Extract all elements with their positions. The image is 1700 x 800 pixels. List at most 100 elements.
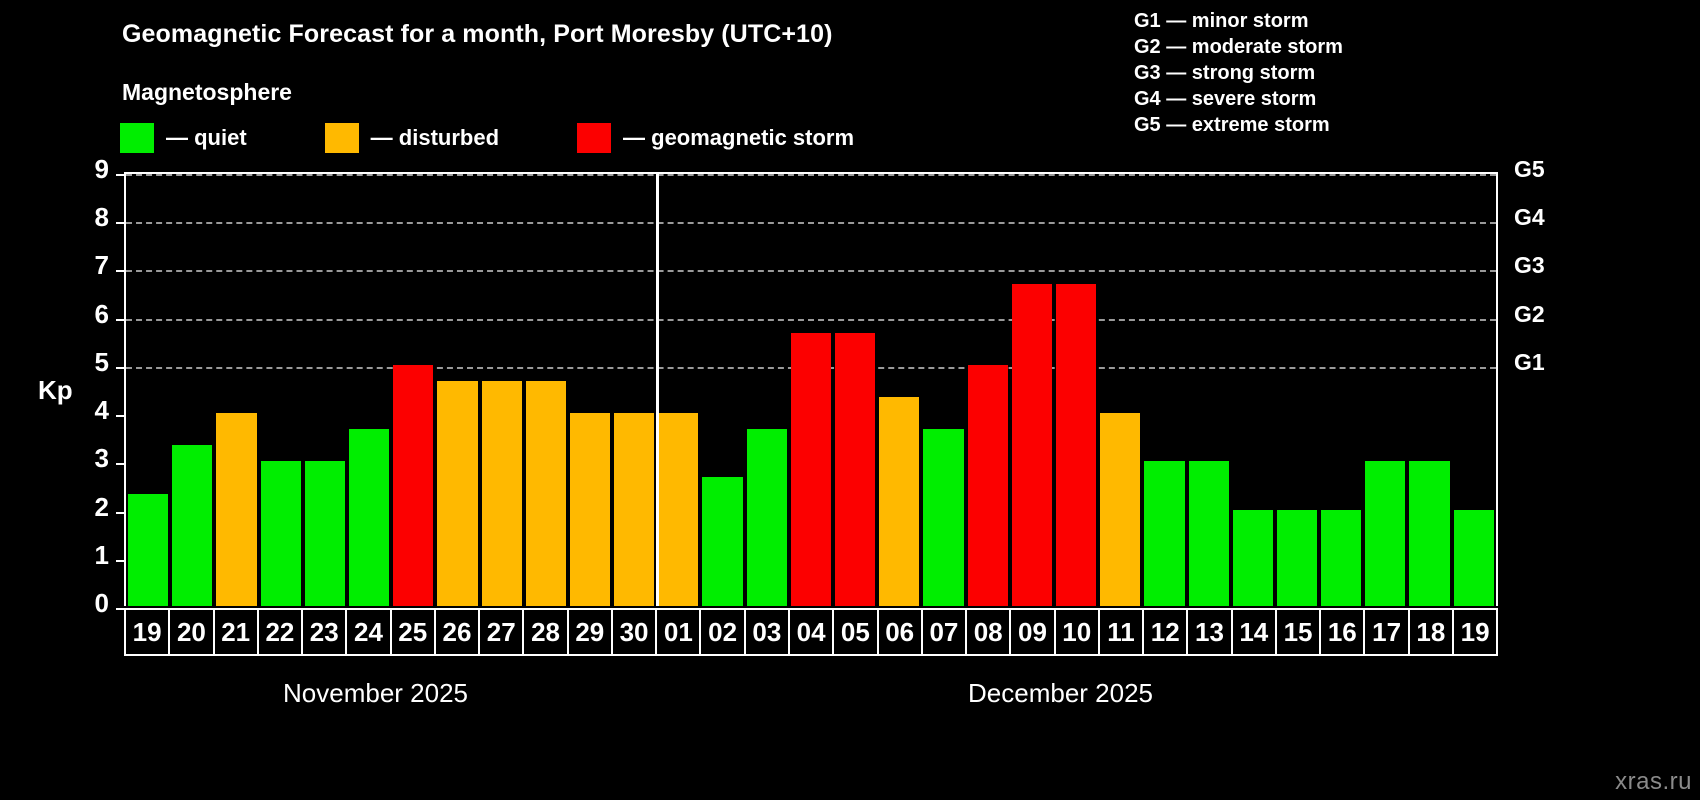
date-cell-09[interactable]: 09 bbox=[1011, 610, 1056, 654]
g-scale-row-1: G1 — minor storm bbox=[1134, 10, 1309, 32]
y-axis-label-4: 4 bbox=[94, 395, 109, 426]
bar-day-21 bbox=[216, 413, 257, 606]
bar-day-03 bbox=[746, 429, 787, 606]
date-cell-04[interactable]: 04 bbox=[790, 610, 835, 654]
date-cell-14[interactable]: 14 bbox=[1233, 610, 1277, 654]
bar-slot bbox=[214, 174, 258, 606]
bar-day-23 bbox=[304, 461, 345, 606]
date-label: 28 bbox=[531, 616, 560, 647]
y-axis-label-3: 3 bbox=[94, 443, 109, 474]
date-cell-16[interactable]: 16 bbox=[1321, 610, 1366, 654]
y-axis-label-8: 8 bbox=[94, 202, 109, 233]
date-cell-27[interactable]: 27 bbox=[480, 610, 525, 654]
bar-day-25 bbox=[393, 364, 434, 606]
date-cell-02[interactable]: 02 bbox=[701, 610, 746, 654]
chart-subtitle: Magnetosphere bbox=[122, 79, 292, 105]
y-tick-5 bbox=[116, 366, 126, 369]
bar-slot bbox=[1142, 174, 1186, 606]
page-title: Geomagnetic Forecast for a month, Port M… bbox=[122, 20, 833, 48]
date-label: 29 bbox=[575, 616, 605, 647]
bar-day-10 bbox=[1055, 284, 1097, 606]
bar-day-24 bbox=[348, 429, 390, 606]
date-label: 24 bbox=[354, 616, 383, 647]
date-cell-01[interactable]: 01 bbox=[657, 610, 702, 654]
date-label: 07 bbox=[929, 616, 959, 647]
date-cell-23[interactable]: 23 bbox=[303, 610, 348, 654]
date-axis: 19 20 21 22 23 24 25 26 27 28 29 30 01 02 03 04 05 06 07 08… bbox=[124, 608, 1498, 656]
date-cell-06[interactable]: 06 bbox=[879, 610, 923, 654]
date-cell-28[interactable]: 28 bbox=[524, 610, 569, 654]
y-tick-6 bbox=[116, 318, 126, 321]
bar-slot bbox=[700, 174, 744, 606]
date-cell-03[interactable]: 03 bbox=[746, 610, 790, 654]
bar-slot bbox=[612, 174, 656, 606]
bar-slot bbox=[259, 174, 303, 606]
legend-label-disturbed: — disturbed bbox=[370, 125, 500, 150]
legend-swatch-quiet bbox=[120, 123, 154, 153]
bar-slot bbox=[1054, 174, 1098, 606]
bar-day-27 bbox=[481, 380, 522, 606]
bar-slot bbox=[347, 174, 391, 606]
bar-day-26 bbox=[437, 380, 478, 606]
bar-slot bbox=[480, 174, 524, 606]
date-label: 19 bbox=[1460, 616, 1490, 647]
y-tick-1 bbox=[116, 559, 126, 562]
date-cell-24[interactable]: 24 bbox=[347, 610, 392, 654]
date-label: 06 bbox=[885, 616, 915, 647]
date-cell-26[interactable]: 26 bbox=[436, 610, 481, 654]
date-cell-17[interactable]: 17 bbox=[1365, 610, 1410, 654]
date-label: 23 bbox=[309, 616, 339, 647]
date-cell-29[interactable]: 29 bbox=[569, 610, 613, 654]
date-label: 20 bbox=[176, 616, 206, 647]
date-cell-15[interactable]: 15 bbox=[1277, 610, 1322, 654]
y-tick-3 bbox=[116, 463, 126, 466]
legend-item-disturbed: — disturbed bbox=[324, 123, 500, 153]
bar-day-15 bbox=[1276, 509, 1318, 606]
date-cell-08[interactable]: 08 bbox=[967, 610, 1012, 654]
date-cell-05[interactable]: 05 bbox=[834, 610, 879, 654]
bar-slot bbox=[435, 174, 479, 606]
bar-day-11 bbox=[1100, 413, 1141, 606]
date-cell-11[interactable]: 11 bbox=[1100, 610, 1145, 654]
date-label: 05 bbox=[840, 616, 870, 647]
legend-swatch-disturbed bbox=[324, 123, 359, 153]
g-axis-label-G3: G3 bbox=[1514, 252, 1545, 279]
y-axis-label-2: 2 bbox=[94, 491, 109, 522]
bar-slot bbox=[303, 174, 347, 606]
bar-day-29 bbox=[569, 413, 611, 606]
bar-day-02 bbox=[702, 477, 743, 606]
bar-day-17 bbox=[1365, 461, 1406, 606]
date-label: 26 bbox=[442, 616, 472, 647]
bar-slot bbox=[568, 174, 612, 606]
date-label: 18 bbox=[1416, 616, 1446, 647]
bar-day-19 bbox=[128, 493, 169, 606]
gridline-kp-7 bbox=[126, 270, 1496, 273]
month-label-1: November 2025 bbox=[283, 678, 468, 708]
date-cell-19[interactable]: 19 bbox=[126, 610, 171, 654]
bar-slot bbox=[1452, 174, 1496, 606]
date-cell-13[interactable]: 13 bbox=[1188, 610, 1233, 654]
date-cell-18[interactable]: 18 bbox=[1410, 610, 1454, 654]
date-cell-30[interactable]: 30 bbox=[613, 610, 658, 654]
date-cell-22[interactable]: 22 bbox=[259, 610, 304, 654]
month-label-2: December 2025 bbox=[968, 678, 1153, 708]
g-axis-label-G4: G4 bbox=[1514, 204, 1545, 231]
y-axis-label-5: 5 bbox=[94, 346, 109, 377]
date-label: 21 bbox=[221, 616, 251, 647]
date-cell-25[interactable]: 25 bbox=[392, 610, 436, 654]
bar-day-07 bbox=[923, 429, 964, 606]
date-cell-19[interactable]: 19 bbox=[1454, 610, 1496, 654]
y-axis-label-1: 1 bbox=[94, 539, 109, 570]
date-cell-07[interactable]: 07 bbox=[923, 610, 968, 654]
g-axis-label-G1: G1 bbox=[1514, 348, 1545, 375]
date-cell-20[interactable]: 20 bbox=[170, 610, 215, 654]
bar-slot bbox=[833, 174, 877, 606]
date-cell-12[interactable]: 12 bbox=[1144, 610, 1189, 654]
date-cell-10[interactable]: 10 bbox=[1056, 610, 1100, 654]
date-label: 17 bbox=[1372, 616, 1402, 647]
y-axis-label-0: 0 bbox=[94, 588, 109, 618]
date-label: 04 bbox=[796, 616, 826, 647]
bar-slot bbox=[391, 174, 435, 606]
date-cell-21[interactable]: 21 bbox=[215, 610, 259, 654]
bar-slot bbox=[877, 174, 921, 606]
